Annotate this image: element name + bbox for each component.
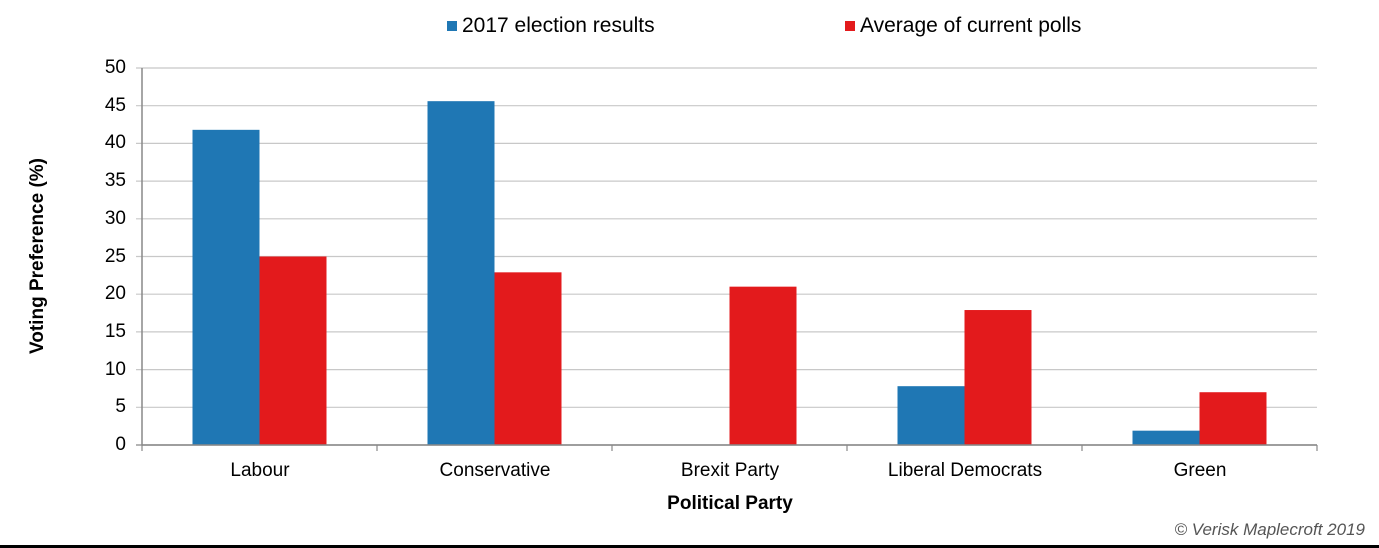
legend-swatch-blue [447,21,457,31]
y-tick: 30 [104,208,126,229]
legend-item-2017: 2017 election results [447,14,655,38]
bar-labour-polls [259,256,327,445]
bar-liberal-democrats-polls [964,310,1032,445]
y-axis-label: Voting Preference (%) [27,157,48,355]
y-tick: 50 [104,57,126,78]
y-tick: 25 [104,246,126,267]
bar-conservative-2017 [427,101,495,446]
y-tick: 35 [104,170,126,191]
x-tick-liberal-democrats: Liberal Democrats [887,460,1043,481]
x-tick-labour: Labour [230,460,290,481]
y-tick: 45 [104,95,126,116]
bar-green-2017 [1132,430,1200,445]
x-tick-green: Green [1173,460,1227,481]
bar-conservative-polls [494,272,562,445]
y-tick: 10 [104,359,126,380]
x-axis-label: Political Party [667,493,793,514]
chart-legend: 2017 election results Average of current… [0,14,1379,42]
x-tick-brexit-party: Brexit Party [680,460,780,481]
bar-green-polls [1199,392,1267,445]
bar-labour-2017 [192,129,260,445]
legend-item-polls: Average of current polls [845,14,1081,38]
bars [192,101,1267,446]
bar-liberal-democrats-2017 [897,386,965,445]
y-tick: 5 [115,396,126,417]
y-tick: 40 [104,132,126,153]
copyright-credit: © Verisk Maplecroft 2019 [1174,520,1365,539]
y-tick: 15 [104,321,126,342]
bar-brexit-party-polls [729,286,797,445]
legend-label: 2017 election results [462,14,655,37]
y-tick: 20 [104,283,126,304]
legend-label: Average of current polls [860,14,1082,37]
x-tick-marks [141,445,1318,451]
legend-swatch-red [845,21,855,31]
x-tick-conservative: Conservative [439,460,551,481]
y-tick: 0 [115,434,126,455]
bottom-border [0,545,1379,548]
